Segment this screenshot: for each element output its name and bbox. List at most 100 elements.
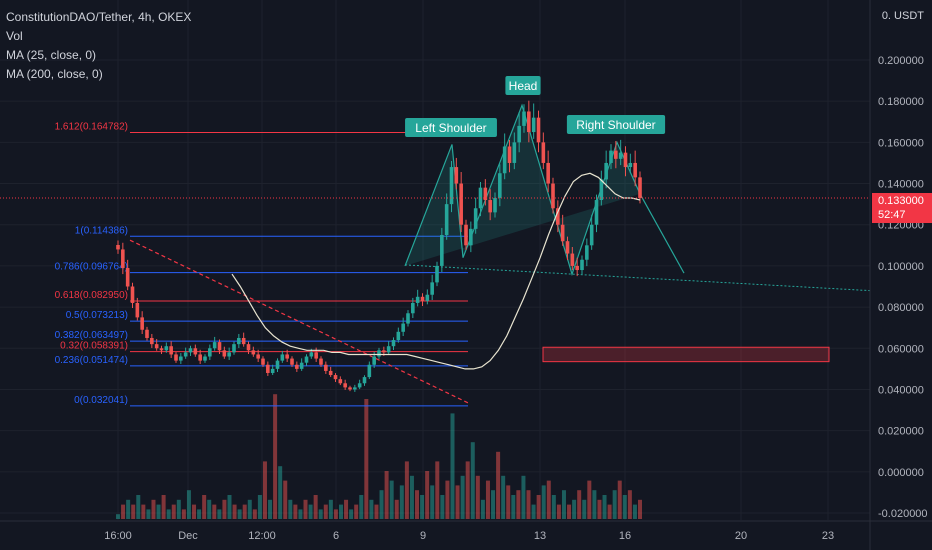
candle-body	[338, 379, 343, 384]
volume-bar	[344, 499, 349, 519]
volume-bar	[354, 504, 359, 519]
candle-body	[449, 167, 454, 205]
volume-bar	[394, 499, 399, 519]
candle-body	[594, 200, 599, 225]
volume-bar	[374, 504, 379, 519]
candle-body	[309, 352, 314, 357]
x-tick-label: 20	[735, 530, 747, 542]
candle-body	[203, 356, 207, 361]
volume-bar	[227, 495, 232, 519]
pattern-label-box	[566, 115, 666, 134]
volume-bar	[237, 509, 242, 519]
candle-body	[527, 111, 531, 133]
pattern-fill	[405, 105, 640, 275]
candle-body	[343, 383, 347, 388]
candle-body	[488, 200, 492, 213]
volume-bar	[460, 475, 465, 519]
volume-bar	[338, 504, 343, 519]
candle-body	[154, 344, 159, 349]
fib-level-label: 0.5(0.073213)	[66, 310, 128, 321]
volume-bar	[425, 471, 430, 519]
candle-body	[314, 352, 318, 359]
candle-body	[459, 183, 463, 225]
currency-label[interactable]: 0. USDT	[881, 10, 924, 22]
volume-bar	[597, 499, 602, 519]
candle-body	[386, 346, 391, 353]
candle-body	[454, 167, 459, 184]
volume-bar	[491, 490, 496, 519]
last-price-tag: 0.133000 52:47	[872, 193, 932, 223]
volume-bar	[283, 480, 288, 519]
volume-bar	[632, 504, 637, 519]
volume-bar	[415, 490, 420, 519]
candle-body	[261, 358, 265, 365]
volume-bar	[551, 495, 556, 519]
volume-bar	[506, 485, 511, 519]
candle-body	[174, 354, 178, 361]
chart-legend: ConstitutionDAO/Tether, 4h, OKEX Vol MA …	[6, 8, 191, 84]
volume-bar	[262, 461, 267, 519]
volume-bar	[409, 475, 414, 519]
fib-level-label: 1.612(0.164782)	[55, 122, 128, 133]
volume-bar	[126, 499, 131, 519]
volume-bar	[561, 490, 566, 519]
indicator-ma25[interactable]: MA (25, close, 0)	[6, 48, 97, 62]
x-tick-label: 23	[822, 530, 834, 542]
fib-level-label: 0.382(0.063497)	[55, 330, 128, 341]
candle-body	[435, 265, 439, 283]
indicator-ma200[interactable]: MA (200, close, 0)	[6, 67, 103, 81]
fib-level-label: 0.236(0.051474)	[55, 355, 128, 366]
candle-body	[270, 368, 275, 373]
volume-bar	[222, 499, 227, 519]
candle-body	[246, 344, 251, 351]
volume-bar	[308, 504, 313, 519]
candle-body	[604, 162, 608, 180]
ma25-line	[231, 172, 641, 370]
pattern-label-box	[405, 118, 497, 137]
volume-bar	[186, 490, 191, 519]
candle-body	[348, 387, 352, 390]
indicator-vol[interactable]: Vol	[6, 29, 23, 43]
volume-bar	[313, 495, 318, 519]
candle-body	[319, 358, 323, 365]
volume-bar	[176, 499, 181, 519]
fib-level-label: 0.618(0.082950)	[55, 290, 128, 301]
pattern-label: Left Shoulder	[415, 121, 486, 135]
y-tick-label: 0.020000	[878, 426, 924, 438]
candle-body	[121, 249, 125, 268]
volume-bar	[516, 490, 521, 519]
candle-body	[556, 208, 560, 225]
volume-bar	[445, 480, 450, 519]
volume-bar	[384, 471, 389, 519]
volume-bar	[278, 466, 283, 519]
candle-body	[198, 354, 202, 361]
candle-body	[208, 348, 212, 357]
y-tick-label: -0.020000	[878, 508, 928, 520]
candle-body	[328, 370, 333, 376]
volume-bar	[323, 504, 328, 519]
volume-bar	[242, 504, 247, 519]
volume-bar	[273, 394, 278, 519]
volume-bar	[485, 480, 490, 519]
volume-bar	[465, 461, 470, 519]
candle-body	[565, 241, 570, 254]
y-tick-label: 0.200000	[878, 55, 924, 67]
y-tick-label: 0.140000	[878, 179, 924, 191]
volume-bar	[349, 509, 354, 519]
volume-bar	[151, 499, 156, 519]
candle-body	[150, 337, 154, 345]
volume-bar	[217, 509, 222, 519]
candle-body	[633, 162, 637, 178]
y-tick-label: 0.080000	[878, 302, 924, 314]
candle-body	[623, 152, 628, 168]
volume-bar	[288, 499, 293, 519]
candle-body	[353, 387, 357, 390]
x-tick-label: 12:00	[248, 530, 276, 542]
volume-bar	[293, 504, 298, 519]
volume-bar	[399, 485, 404, 519]
candle-body	[222, 350, 227, 357]
candle-body	[377, 350, 381, 357]
candle-body	[618, 152, 623, 159]
candle-body	[285, 354, 289, 359]
